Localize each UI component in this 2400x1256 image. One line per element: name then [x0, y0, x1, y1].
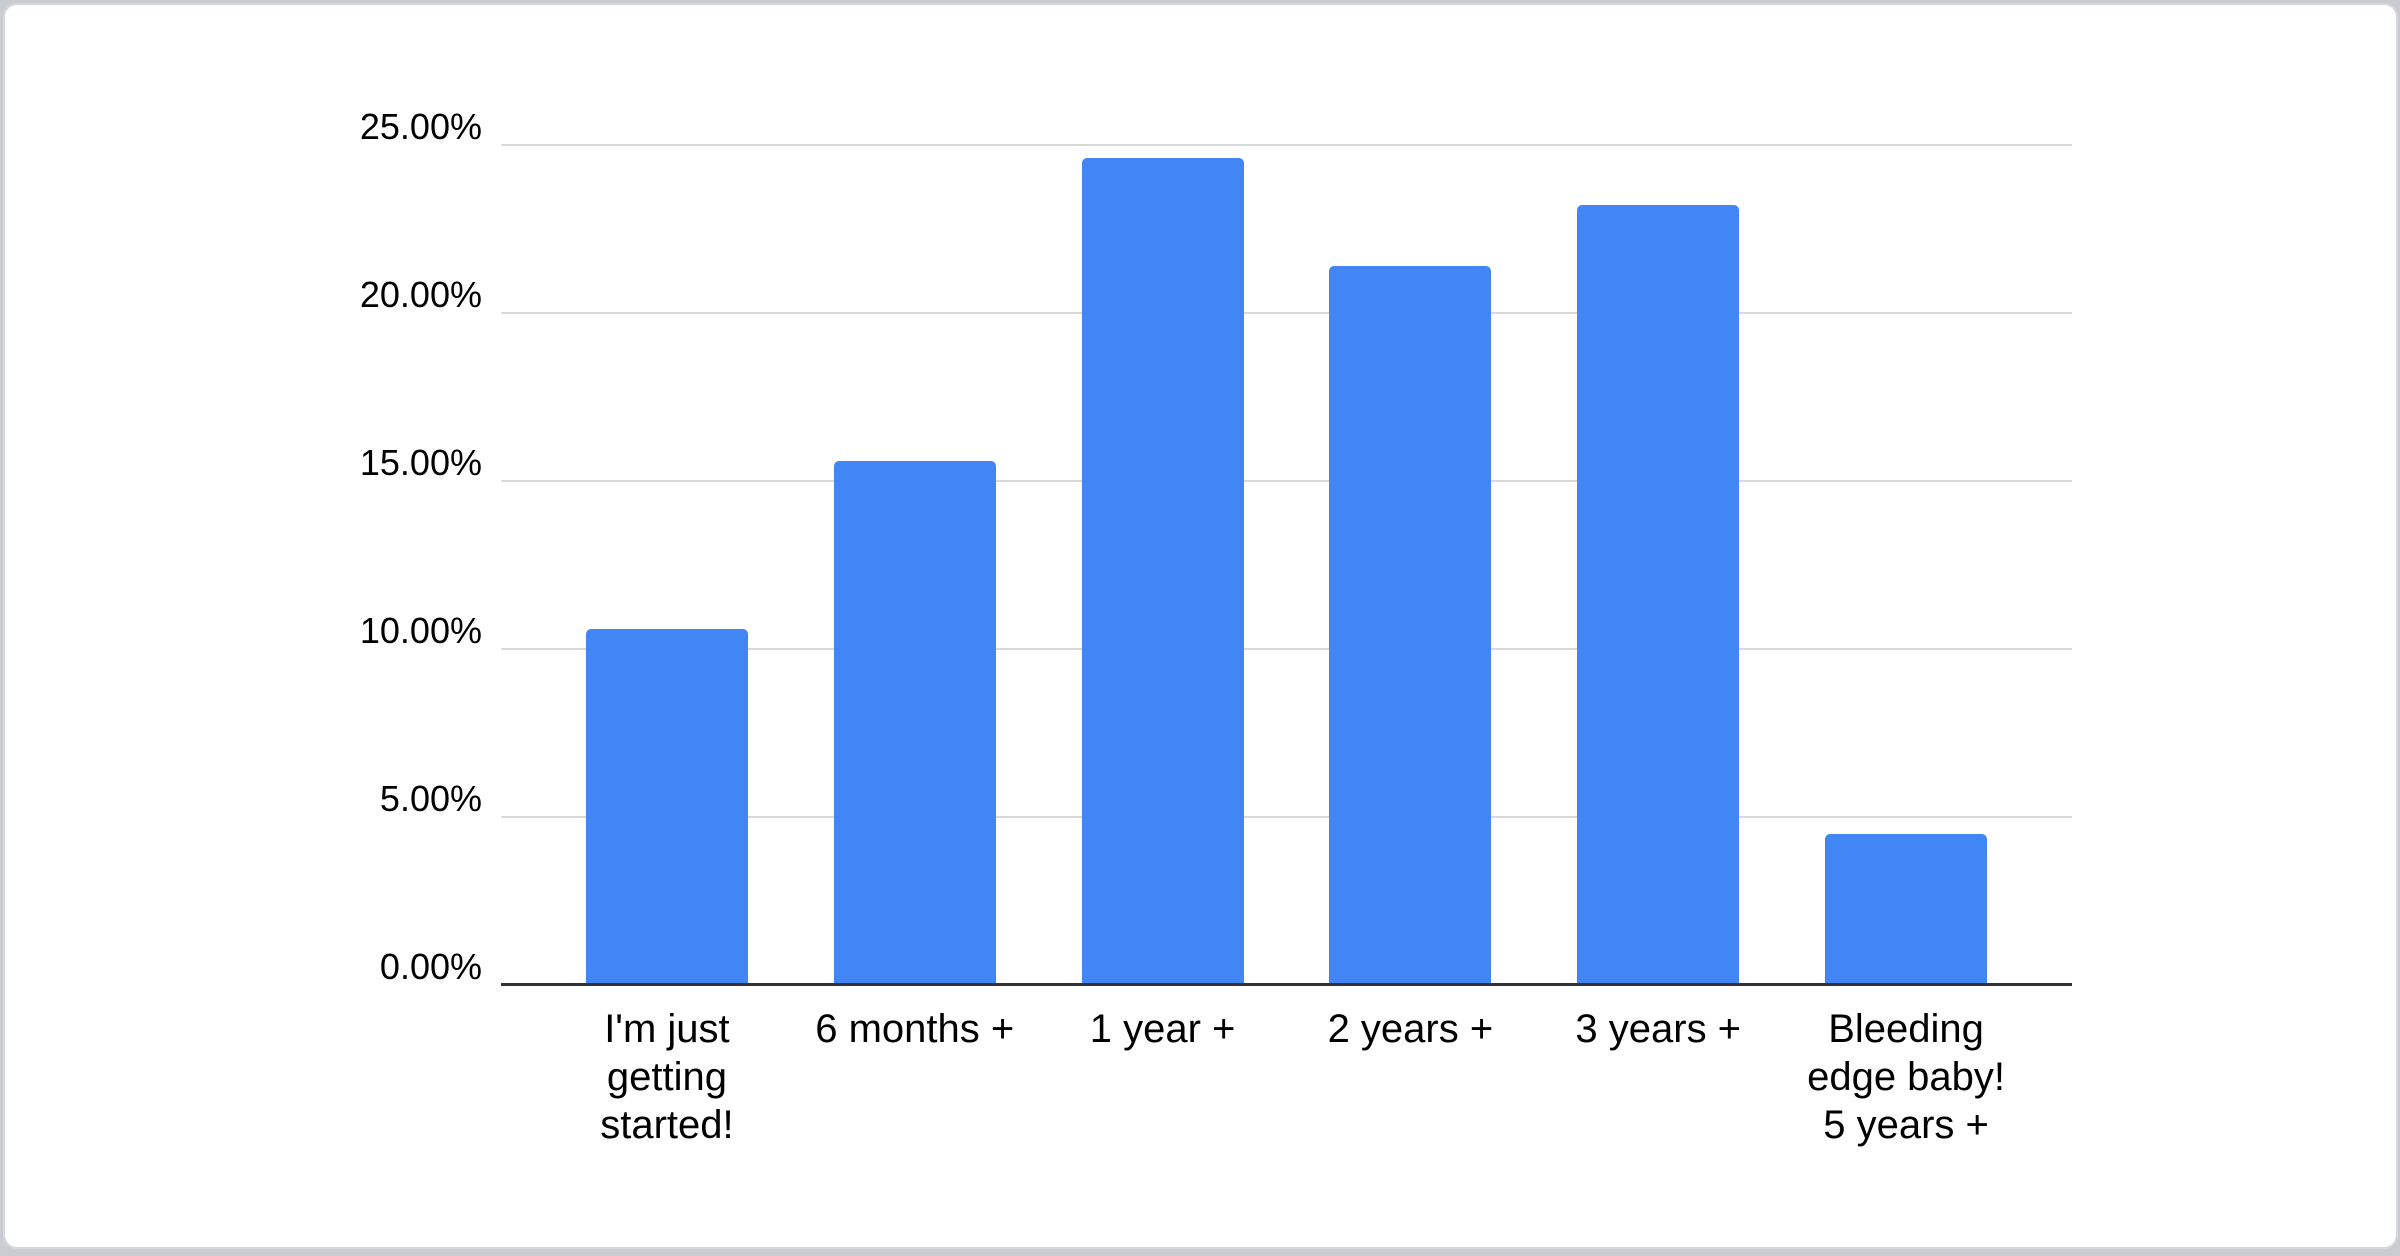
bar-5[interactable]	[1577, 205, 1740, 985]
x-axis-category-label: Bleeding edge baby! 5 years +	[1807, 1007, 2006, 1147]
bar-series	[501, 145, 2072, 985]
bar-slot	[1534, 145, 1782, 985]
bar-slot	[1039, 145, 1287, 985]
bar-slot	[543, 145, 791, 985]
y-axis-tick-label: 25.00%	[359, 106, 482, 147]
bar-4[interactable]	[1329, 265, 1492, 985]
gridline	[501, 816, 2072, 818]
gridline	[501, 144, 2072, 146]
gridline	[501, 480, 2072, 482]
gridline	[501, 648, 2072, 650]
x-axis-category-label: 3 years +	[1575, 1007, 1742, 1051]
chart-card: 0.00% 5.00% 10.00% 15.00% 20.00% 25.00% I'm j…	[3, 3, 2398, 1249]
bar-3[interactable]	[1081, 158, 1244, 985]
x-axis-line	[501, 983, 2072, 986]
x-axis-category-label: 6 months +	[815, 1007, 1015, 1051]
bar-1[interactable]	[585, 628, 748, 985]
y-axis-tick-label: 15.00%	[359, 442, 482, 483]
y-axis-tick-label: 5.00%	[379, 778, 482, 819]
bar-slot	[1286, 145, 1534, 985]
gridline	[501, 312, 2072, 314]
bar-slot	[791, 145, 1039, 985]
x-axis-labels: I'm just getting started! 6 months + 1 yea…	[501, 1005, 2072, 1149]
y-axis-tick-label: 10.00%	[359, 610, 482, 651]
bar-slot	[1782, 145, 2030, 985]
y-axis-tick-label: 0.00%	[379, 946, 482, 987]
x-axis-category-label: 1 year +	[1089, 1007, 1236, 1051]
x-axis-category-label: 2 years +	[1327, 1007, 1494, 1051]
bar-6[interactable]	[1825, 833, 1988, 985]
x-axis-category-label: I'm just getting started!	[600, 1007, 734, 1147]
bar-2[interactable]	[833, 460, 996, 985]
plot-area: 0.00% 5.00% 10.00% 15.00% 20.00% 25.00%	[360, 109, 2072, 986]
y-axis-tick-label: 20.00%	[359, 274, 482, 315]
